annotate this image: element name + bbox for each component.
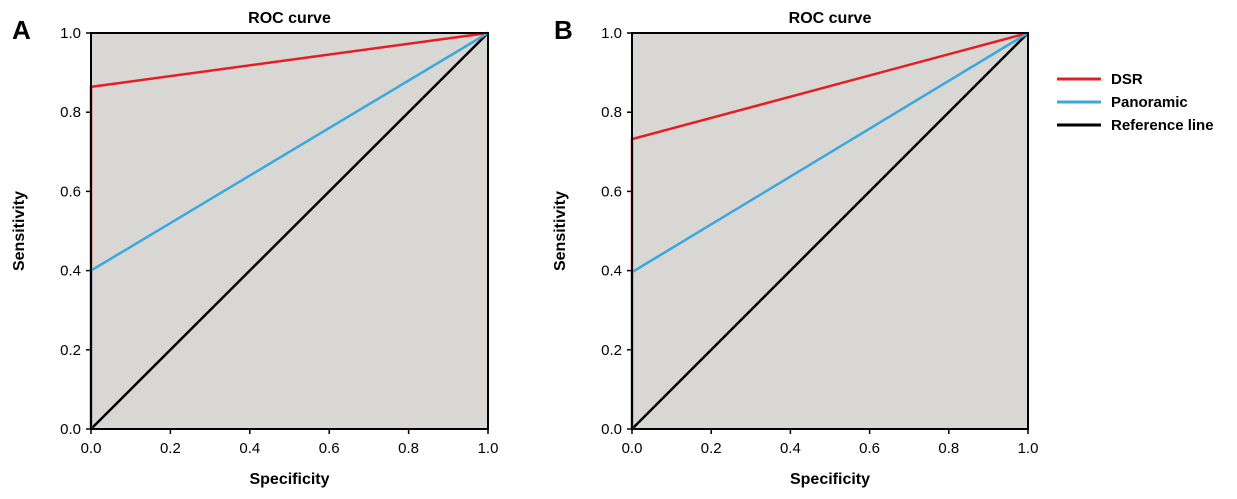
y-tick-label: 0.0 [601, 421, 622, 438]
x-tick-label: 0.0 [622, 440, 643, 457]
y-tick-label: 0.6 [601, 183, 622, 200]
x-axis-label: Specificity [790, 471, 870, 488]
x-tick-label: 0.6 [859, 440, 880, 457]
y-tick-label: 0.2 [60, 342, 81, 359]
panel-letter: A [12, 15, 31, 45]
chart-title: ROC curve [248, 10, 331, 27]
y-tick-label: 1.0 [601, 25, 622, 42]
panel-a: A ROC curve Specificity Sensitivity 0.0 0.2 0.… [11, 10, 498, 488]
x-axis-label: Specificity [249, 471, 329, 488]
x-tick-label: 1.0 [1018, 440, 1039, 457]
y-tick-label: 0.8 [60, 104, 81, 121]
y-axis-label: Sensitivity [552, 191, 569, 271]
panel-b: B ROC curve Specificity Sensitivity 0.0 0.2 0.… [552, 10, 1038, 488]
y-tick-label: 0.2 [601, 342, 622, 359]
y-axis-label: Sensitivity [11, 191, 28, 271]
x-tick-label: 0.4 [780, 440, 801, 457]
x-tick-label: 0.2 [701, 440, 722, 457]
y-tick-label: 0.0 [60, 421, 81, 438]
x-tick-label: 0.8 [938, 440, 959, 457]
series-line-reference-line [631, 32, 1029, 430]
legend-item-label: Reference line [1111, 117, 1214, 134]
x-tick-label: 0.4 [239, 440, 260, 457]
y-tick-label: 1.0 [60, 25, 81, 42]
x-tick-label: 0.8 [398, 440, 419, 457]
y-tick-label: 0.4 [60, 263, 81, 280]
y-tick-label: 0.4 [601, 263, 622, 280]
x-tick-label: 0.0 [81, 440, 102, 457]
x-tick-label: 0.2 [160, 440, 181, 457]
plot-frame [90, 32, 489, 430]
legend-item-label: DSR [1111, 71, 1143, 88]
x-tick-label: 0.6 [319, 440, 340, 457]
chart-title: ROC curve [789, 10, 872, 27]
y-tick-label: 0.8 [601, 104, 622, 121]
legend-item-label: Panoramic [1111, 94, 1188, 111]
series-line-reference-line [90, 32, 489, 430]
x-tick-label: 1.0 [478, 440, 499, 457]
legend: DSR Panoramic Reference line [1057, 71, 1214, 134]
panel-letter: B [554, 15, 573, 45]
y-tick-label: 0.6 [60, 183, 81, 200]
plot-frame [631, 32, 1029, 430]
